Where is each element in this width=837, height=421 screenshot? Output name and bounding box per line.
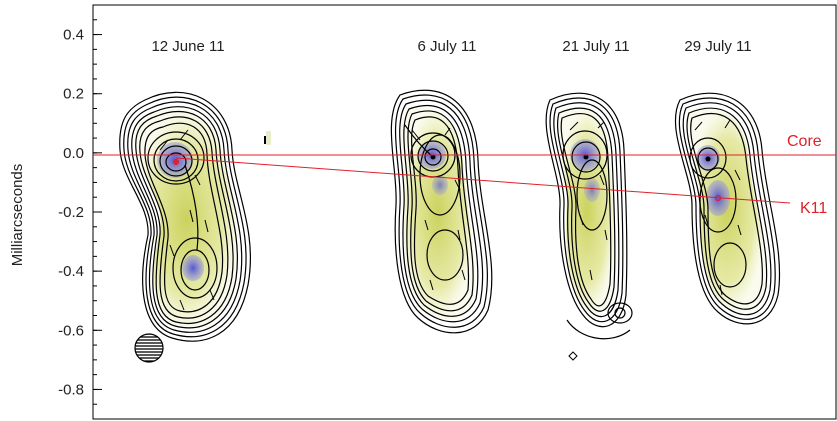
epoch-label: 6 July 11 <box>418 38 477 55</box>
noise-artifact <box>264 136 266 144</box>
component-jet <box>432 175 448 195</box>
contours <box>545 92 633 340</box>
y-axis: 0.4 0.2 0.0 -0.2 -0.4 -0.6 -0.8 <box>58 4 102 420</box>
core-line-label: Core <box>787 133 822 150</box>
k11-line-label: K11 <box>800 200 827 217</box>
core-marker <box>705 156 711 162</box>
y-tick-label: -0.4 <box>58 263 84 280</box>
epoch-label: 29 July 11 <box>684 38 751 55</box>
y-tick-label: -0.8 <box>58 381 84 398</box>
y-axis-label: Milliarcseconds <box>9 164 26 267</box>
noise-artifact <box>266 131 271 145</box>
noise-artifact <box>568 351 578 361</box>
y-tick-label: -0.6 <box>58 322 84 339</box>
emission-fill <box>556 107 617 314</box>
y-tick-label: -0.2 <box>58 204 84 221</box>
component-jet <box>584 178 600 202</box>
y-tick-label: 0.2 <box>63 86 84 103</box>
core-marker <box>173 159 179 165</box>
core-marker <box>430 154 436 160</box>
beam-ellipse <box>134 333 164 363</box>
epoch-label: 12 June 11 <box>151 38 224 55</box>
polarization-vectors <box>411 127 466 291</box>
contours <box>119 91 252 342</box>
polarization-vectors <box>569 121 608 281</box>
y-tick-label: 0.4 <box>63 27 84 44</box>
epoch-label: 21 July 11 <box>562 38 629 55</box>
epoch-map-12-june: 12 June 11 <box>119 38 252 342</box>
core-marker <box>583 154 589 160</box>
polarization-vectors <box>694 119 742 296</box>
epoch-map-21-july: 21 July 11 <box>545 38 633 361</box>
contours <box>674 92 781 325</box>
epoch-map-29-july: 29 July 11 <box>674 38 781 325</box>
k11-line <box>175 157 791 204</box>
epoch-map-6-july: 6 July 11 <box>390 38 493 334</box>
y-tick-label: 0.0 <box>63 145 84 162</box>
component-jet <box>182 255 204 281</box>
polarization-vectors <box>159 129 215 311</box>
